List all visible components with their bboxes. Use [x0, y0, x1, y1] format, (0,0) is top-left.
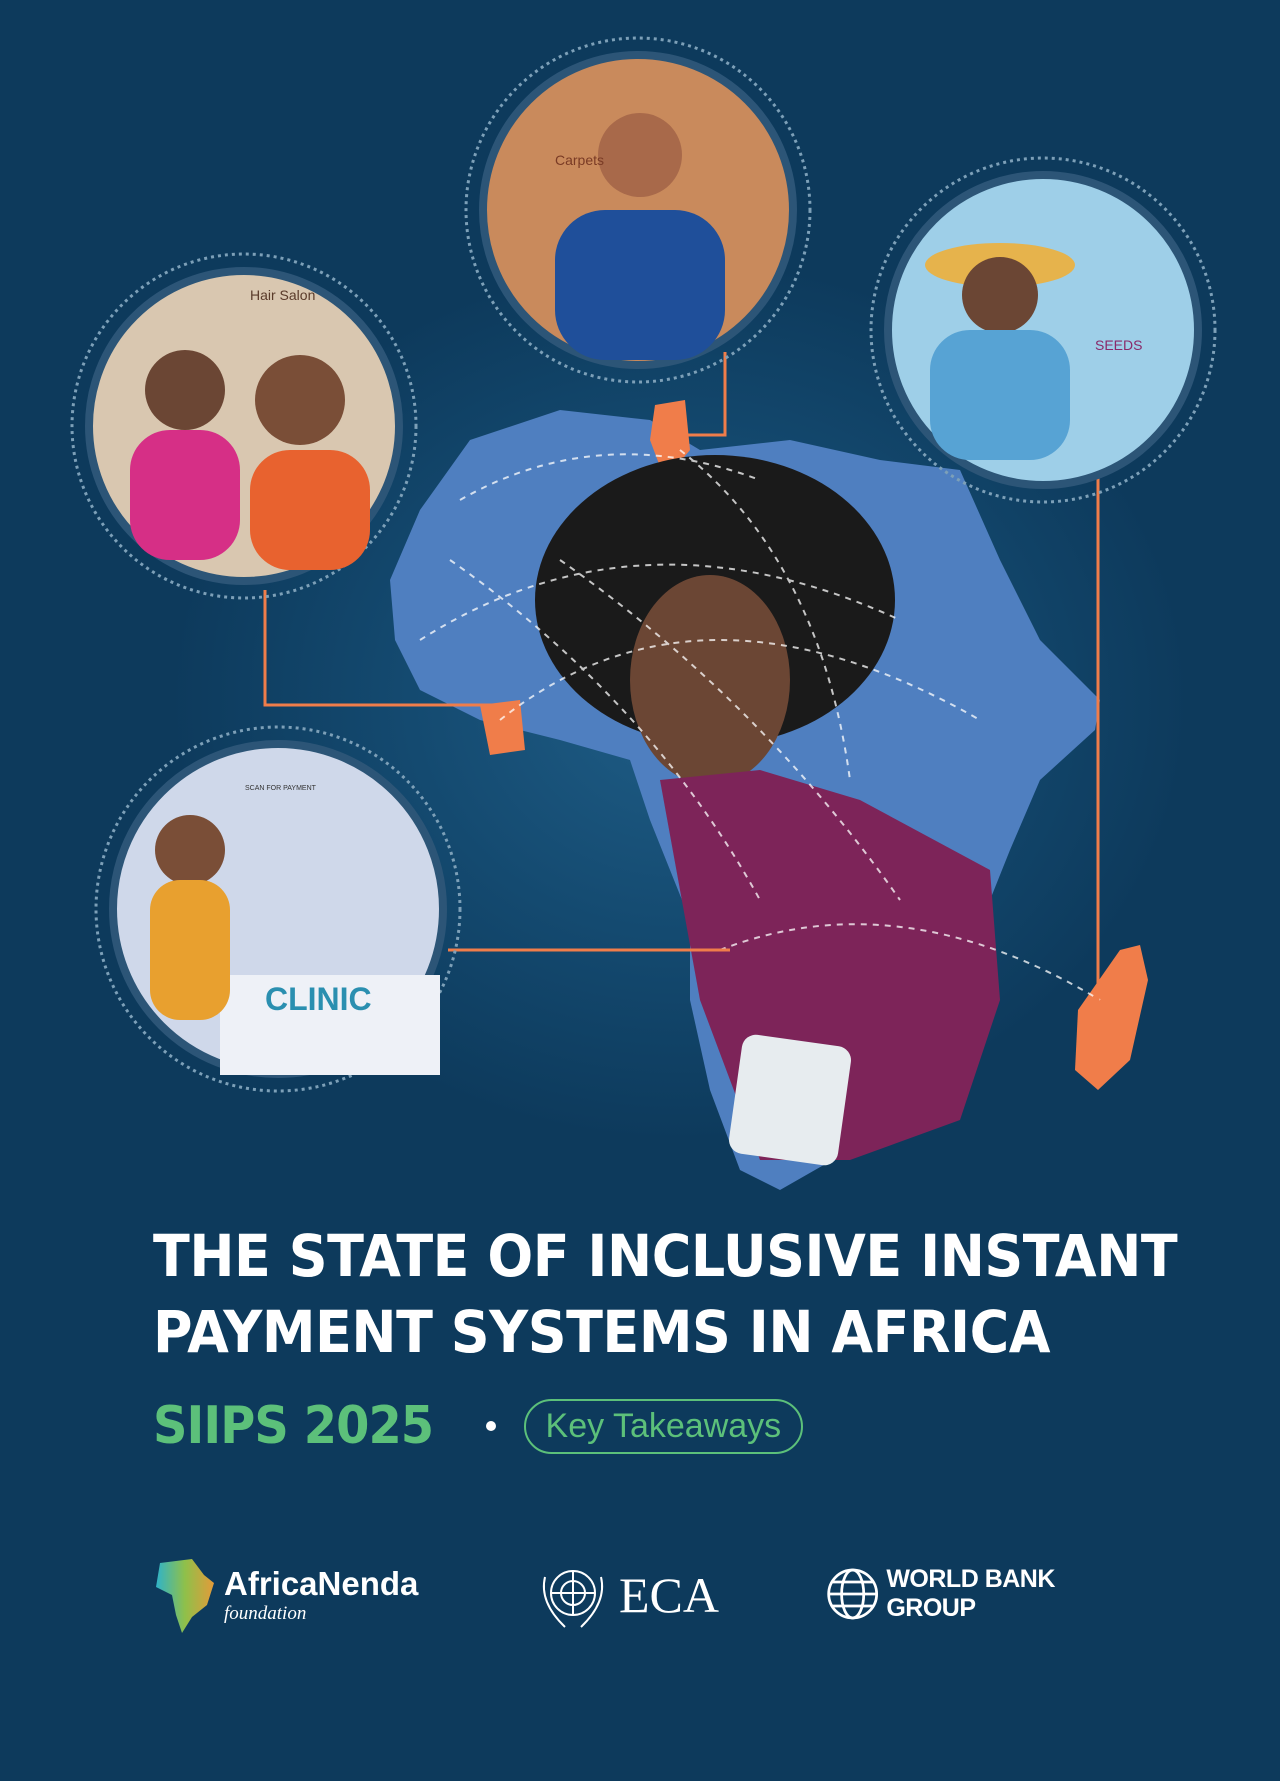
payment-routes	[419, 449, 1101, 1001]
highlight-country-ivory-coast	[480, 700, 525, 755]
world-bank-logo: WORLD BANK GROUP	[825, 1563, 1130, 1625]
key-takeaways-badge: Key Takeaways	[523, 1398, 804, 1454]
africanenda-sub: foundation	[224, 1603, 307, 1624]
edition-label: SIIPS 2025	[153, 1396, 434, 1456]
clinic-sign: CLINIC	[265, 981, 372, 1017]
hair-salon-sign: Hair Salon	[250, 287, 315, 303]
madagascar	[1075, 945, 1148, 1090]
connector-lines	[263, 352, 1100, 1020]
portrait-farmer: SEEDS	[869, 156, 1217, 504]
report-title: THE STATE OF INCLUSIVE INSTANT PAYMENT S…	[153, 1218, 1178, 1370]
seeds-sign: SEEDS	[1095, 337, 1142, 353]
africanenda-logo: AfricaNenda foundation	[152, 1555, 418, 1635]
cover-illustration: Hair Salon Carpets SEEDS CLINIC SCAN FOR…	[70, 36, 1217, 1190]
title-line-2: PAYMENT SYSTEMS IN AFRICA	[153, 1298, 1051, 1366]
portrait-hair-salon: Hair Salon	[70, 252, 418, 600]
eca-logo: ECA	[535, 1557, 719, 1633]
separator-dot	[485, 1421, 496, 1431]
portrait-carpet-seller: Carpets	[464, 36, 812, 384]
world-bank-globe-icon	[827, 1568, 879, 1620]
title-line-1: THE STATE OF INCLUSIVE INSTANT	[153, 1222, 1178, 1290]
portrait-clinic: CLINIC SCAN FOR PAYMENT	[94, 725, 462, 1093]
edition-row: SIIPS 2025 Key Takeaways	[153, 1396, 804, 1456]
world-bank-text: WORLD BANK GROUP	[886, 1565, 1055, 1622]
scan-sign: SCAN FOR PAYMENT	[245, 785, 317, 792]
un-emblem-icon	[543, 1570, 603, 1628]
africanenda-map-icon	[156, 1559, 214, 1633]
payment-terminal	[728, 1034, 852, 1166]
carpets-sign: Carpets	[555, 152, 604, 168]
partner-logos: AfricaNenda foundation ECA WORLD BANK GR…	[150, 1555, 1130, 1645]
africanenda-name: AfricaNenda	[224, 1565, 419, 1602]
eca-text: ECA	[619, 1567, 719, 1623]
